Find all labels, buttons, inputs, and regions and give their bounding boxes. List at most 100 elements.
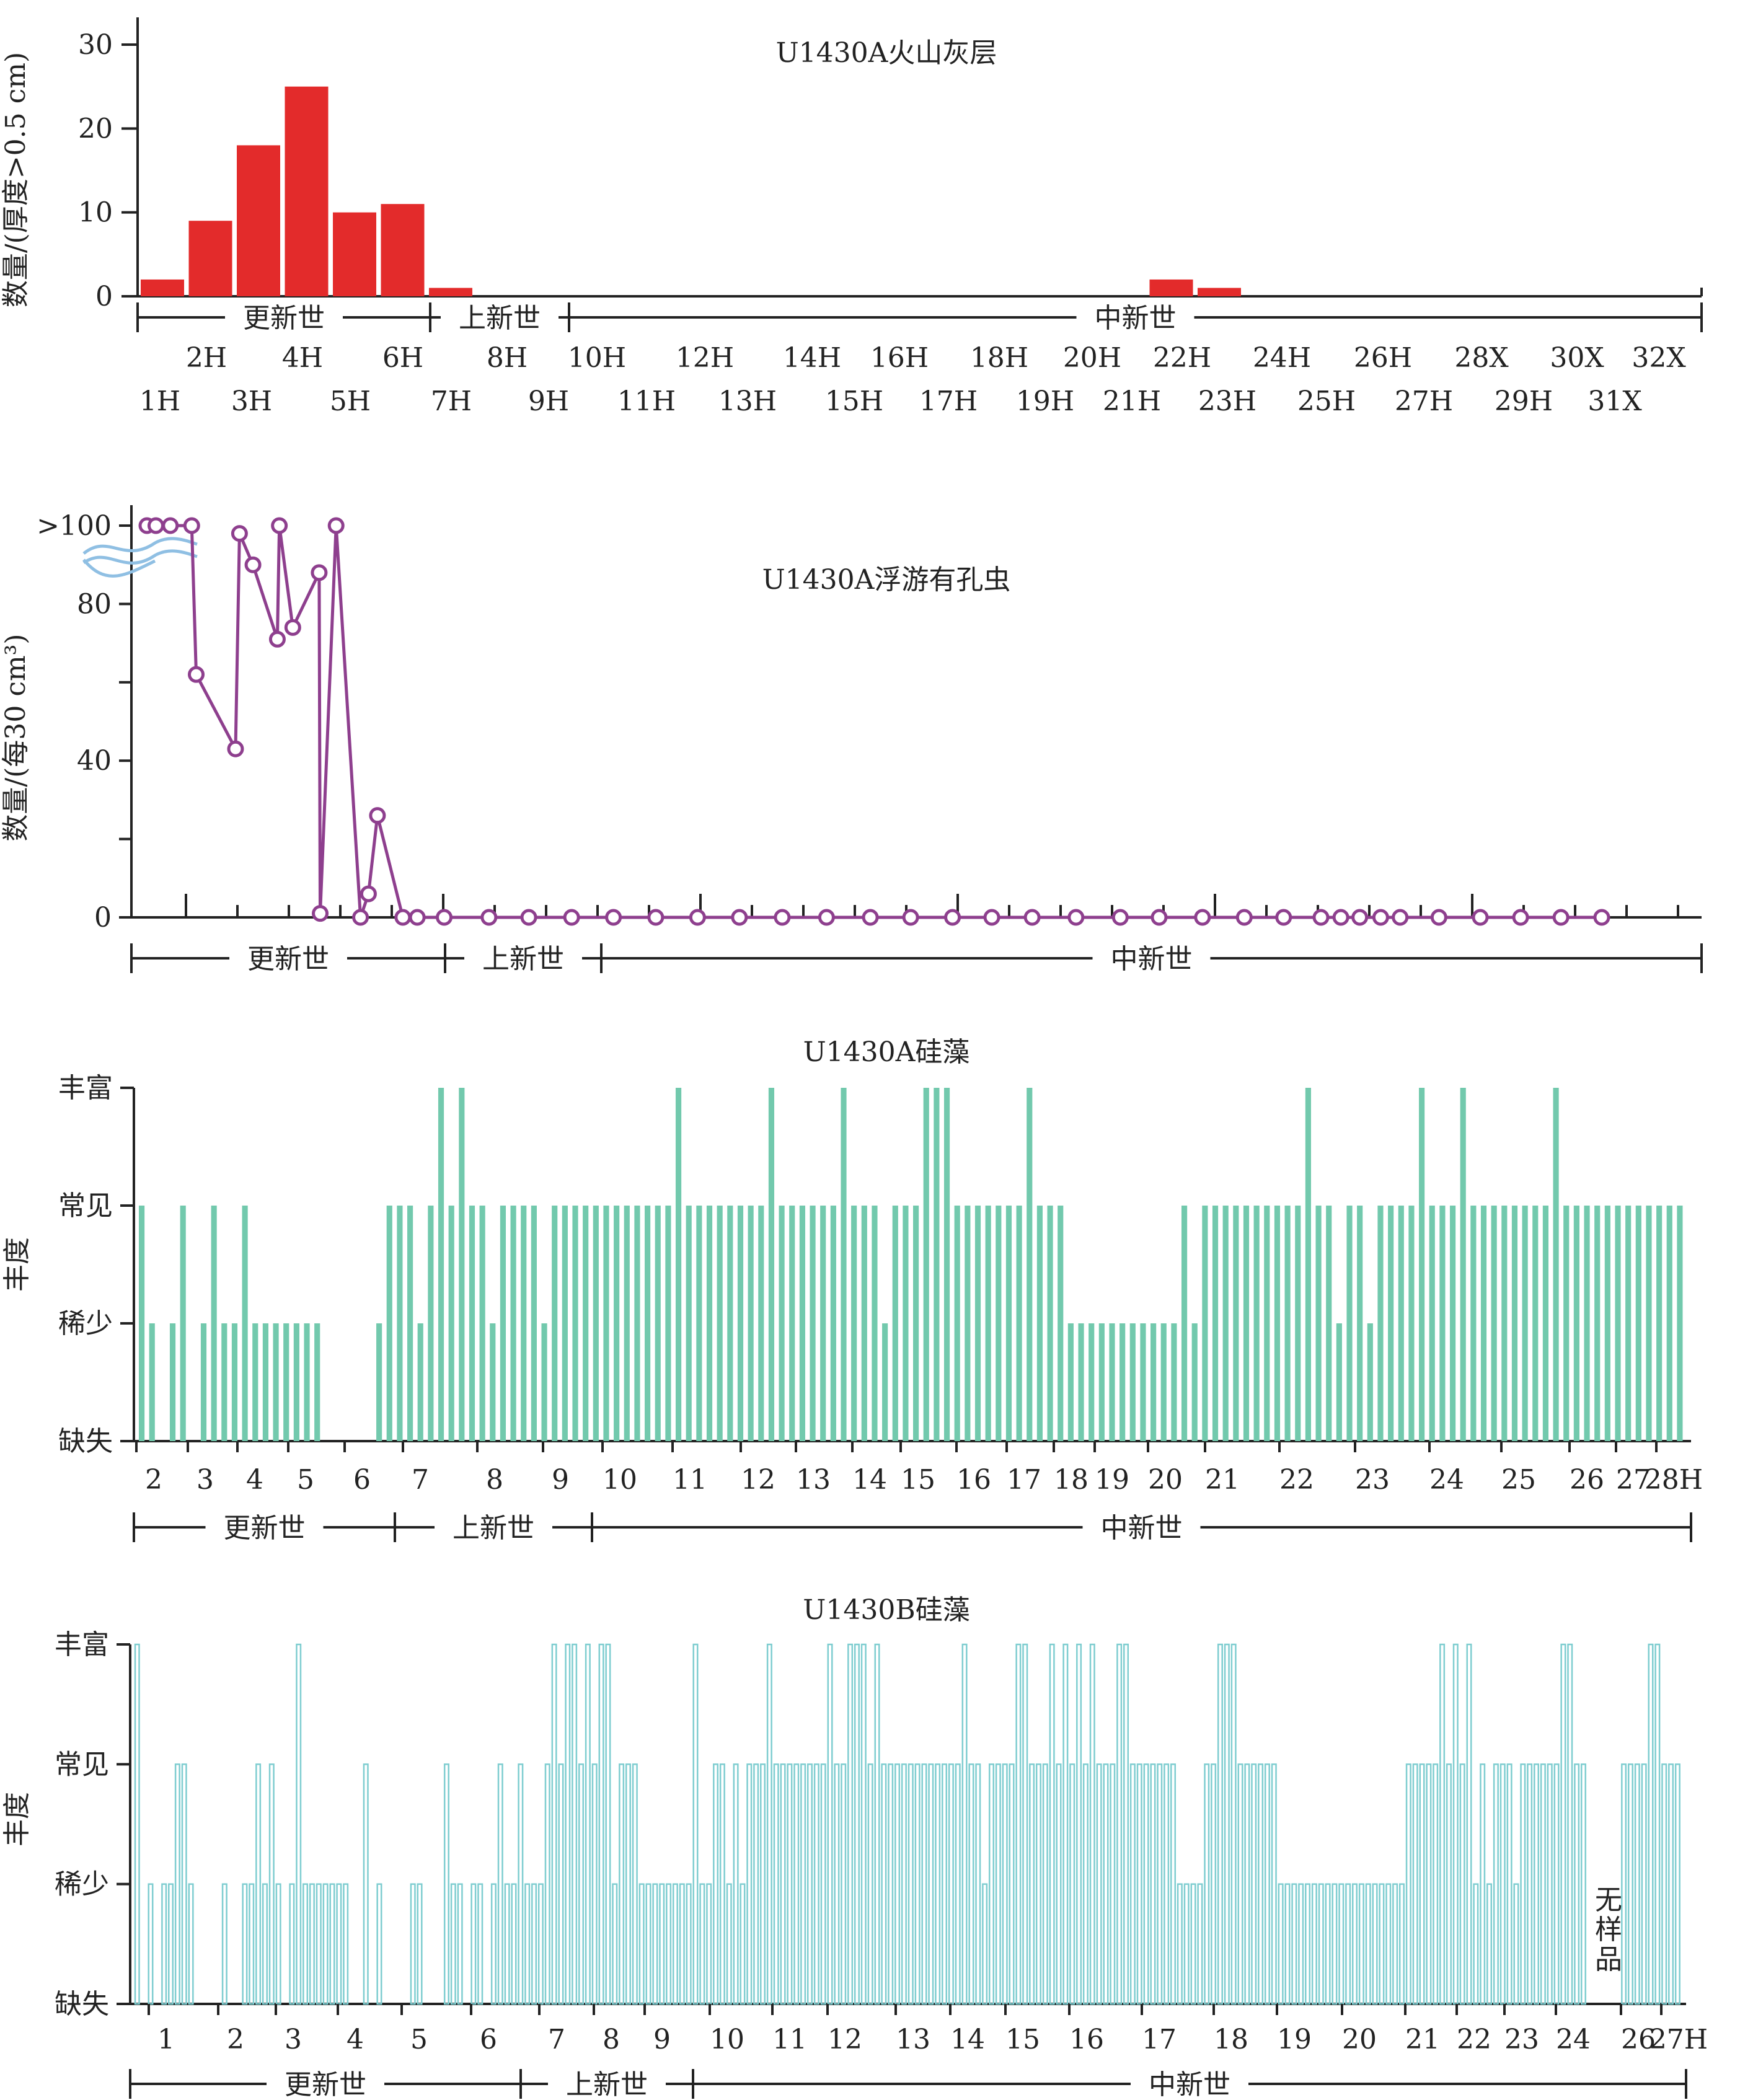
core-label: 32X (1632, 342, 1686, 374)
abundance-bar (679, 1883, 685, 2005)
abundance-bar (806, 1763, 813, 2005)
abundance-bar (200, 1323, 207, 1441)
abundance-bar (1563, 1206, 1570, 1441)
abundance-bar (591, 1763, 598, 2005)
abundance-bar (1439, 1206, 1446, 1441)
core-label: 11H (617, 386, 676, 417)
abundance-bar (386, 1206, 392, 1441)
abundance-bar (614, 1206, 620, 1441)
abundance-bar (652, 1883, 658, 2005)
break-wave (82, 549, 198, 565)
abundance-bar (874, 1643, 880, 2005)
abundance-bar (948, 1763, 954, 2005)
abundance-bar (1345, 1883, 1351, 2005)
abundance-bar (882, 1323, 888, 1441)
abundance-bar (211, 1206, 217, 1441)
core-label: 2H (186, 342, 227, 374)
abundance-bar (1412, 1763, 1418, 2005)
core-label: 22H (1153, 342, 1211, 374)
abundance-bar (1022, 1643, 1028, 2005)
core-label: 27 (1616, 1464, 1651, 1496)
ash-panel: U1430A火山灰层 数量/(厚度>0.5 cm) 0 10 20 30 1H2H3H… (0, 17, 1703, 417)
abundance-bar (1258, 1763, 1264, 2005)
ash-title: U1430A火山灰层 (776, 37, 997, 69)
abundance-bar (497, 1763, 503, 2005)
foram-point (311, 564, 328, 581)
foram-point (327, 517, 345, 534)
abundance-bar (459, 1088, 465, 1441)
break-wave (82, 558, 156, 578)
core-label: 18 (1054, 1464, 1089, 1496)
abundance-bar (518, 1763, 524, 2005)
ash-bar (429, 288, 472, 296)
core-label: 11 (772, 2024, 807, 2055)
abundance-bar (913, 1206, 919, 1441)
abundance-bar (1446, 1763, 1452, 2005)
abundance-bar (726, 1883, 732, 2005)
abundance-bar (638, 1883, 645, 2005)
abundance-bar (242, 1206, 248, 1441)
abundance-bar (1499, 1763, 1506, 2005)
abundance-bar (1625, 1206, 1632, 1441)
core-label: 14H (783, 342, 841, 374)
core-label: 19 (1095, 1464, 1129, 1496)
abundance-bar (174, 1763, 180, 2005)
abundance-bar (1224, 1643, 1230, 2005)
abundance-bar (1116, 1643, 1123, 2005)
abundance-bar (149, 1323, 155, 1441)
abundance-bar (1233, 1206, 1239, 1441)
abundance-bar (262, 1883, 268, 2005)
abundance-bar (1164, 1763, 1170, 2005)
core-label: 3 (285, 2024, 302, 2055)
level-label: 稀少 (58, 1308, 113, 1339)
abundance-bar (1615, 1206, 1621, 1441)
break-wave (82, 537, 198, 555)
ash-bar (285, 86, 329, 296)
y-tick-label: 20 (78, 113, 113, 144)
core-label: 16 (1069, 2024, 1104, 2055)
abundance-bar (1459, 1763, 1465, 2005)
abundance-bar (1567, 1643, 1573, 2005)
abundance-bar (1230, 1643, 1237, 2005)
abundance-bar (672, 1883, 678, 2005)
abundance-bar (686, 1883, 692, 2005)
abundance-bar (1674, 1763, 1680, 2005)
abundance-bar (1547, 1763, 1553, 2005)
abundance-bar (1253, 1206, 1260, 1441)
abundance-bar (908, 1763, 914, 2005)
abundance-bar (1042, 1763, 1048, 2005)
abundance-bar (921, 1763, 927, 2005)
foram-point (312, 905, 329, 922)
abundance-bar (1666, 1206, 1672, 1441)
core-label: 21 (1405, 2024, 1440, 2055)
abundance-bar (603, 1206, 609, 1441)
abundance-bar (1580, 1763, 1586, 2005)
ash-bars (141, 86, 1241, 296)
abundance-bar (1439, 1643, 1446, 2005)
abundance-bar (438, 1088, 444, 1441)
core-label: 5 (297, 1464, 314, 1496)
diatom-b-y-label: 丰度 (1, 1792, 33, 1846)
abundance-bar (479, 1206, 485, 1441)
abundance-bar (1015, 1643, 1022, 2005)
abundance-bar (457, 1883, 463, 2005)
abundance-bar (793, 1763, 800, 2005)
core-label: 21H (1103, 386, 1161, 417)
abundance-bar (1110, 1763, 1116, 2005)
ash-epoch-bar: 更新世 上新世 中新世 (136, 302, 1703, 334)
core-label: 22 (1279, 1464, 1314, 1496)
abundance-bar (975, 1763, 981, 2005)
core-label: 31X (1588, 386, 1642, 417)
abundance-bar (1388, 1206, 1394, 1441)
abundance-bar (148, 1883, 154, 2005)
abundance-bar (605, 1643, 611, 2005)
abundance-bar (1501, 1206, 1508, 1441)
abundance-bar (1408, 1206, 1415, 1441)
abundance-bar (1532, 1206, 1539, 1441)
ash-bar (141, 279, 184, 296)
diatom-b-core-labels: 1 2 3 4 5 6 7 8 9 10 11 12 13 14 15 16 17 18 19 20 21 22 23 24 2… (148, 2004, 1708, 2055)
foram-point (1552, 909, 1570, 926)
ash-bar (1198, 288, 1241, 296)
core-label: 6 (353, 1464, 371, 1496)
abundance-bar (1574, 1763, 1580, 2005)
